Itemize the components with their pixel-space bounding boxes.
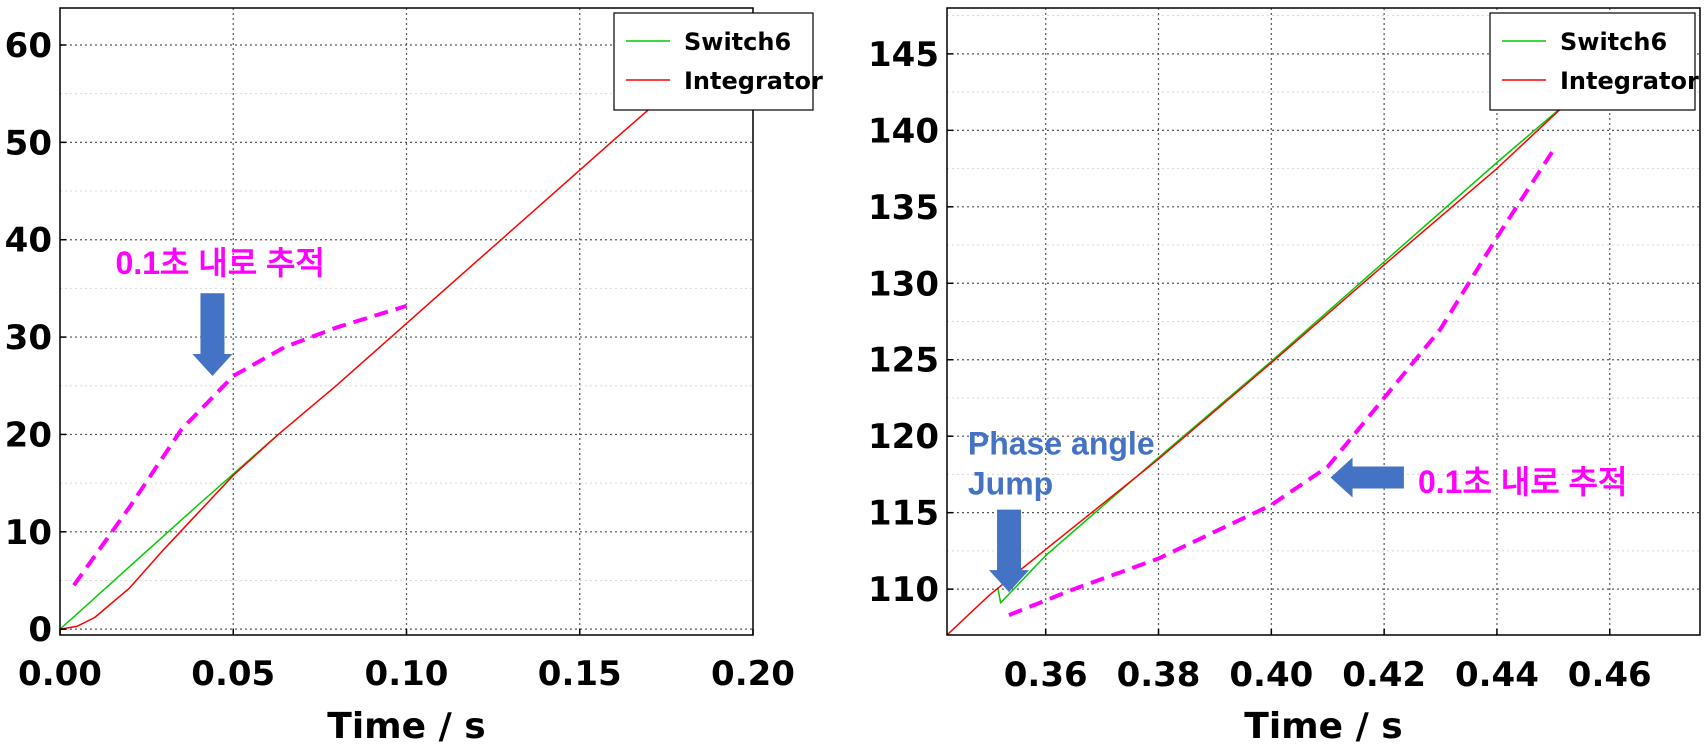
plot-area — [60, 8, 753, 635]
legend: Switch6 Integrator — [613, 12, 823, 111]
arrow-left-icon — [1330, 457, 1404, 498]
y-tick-label: 125 — [868, 341, 939, 381]
y-tick-label: 115 — [868, 494, 939, 534]
legend-box — [1489, 12, 1696, 111]
x-tick-label: 0.05 — [191, 654, 275, 694]
x-tick-label: 0.20 — [711, 654, 795, 694]
y-tick-label: 30 — [5, 318, 52, 358]
chart-1: 0 10 20 30 40 50 60 0.00 0.05 0.10 0.15 0.20 Time / … — [5, 7, 823, 747]
legend-label: Switch6 — [684, 28, 791, 56]
y-tick-label: 0 — [28, 610, 52, 650]
legend-label: Switch6 — [1560, 28, 1667, 56]
annotation-text: 0.1초 내로 추적 — [115, 245, 324, 281]
y-tick-label: 50 — [5, 123, 52, 163]
y-tick-label: 135 — [868, 188, 939, 228]
x-axis-title: Time / s — [327, 706, 485, 747]
annotation-text: 0.1초 내로 추적 — [1418, 464, 1627, 500]
annotation-text: Jump — [968, 465, 1053, 501]
y-tick-label: 110 — [868, 570, 939, 610]
legend: Switch6 Integrator — [1489, 12, 1699, 111]
annotation-text: Phase angle — [968, 426, 1155, 462]
x-tick-label: 0.10 — [365, 654, 449, 694]
x-tick-label: 0.46 — [1568, 655, 1652, 695]
x-tick-label: 0.42 — [1342, 655, 1426, 695]
y-tick-label: 145 — [868, 35, 939, 75]
y-tick-label: 140 — [868, 111, 939, 151]
legend-box — [613, 12, 814, 111]
x-tick-label: 0.36 — [1004, 655, 1088, 695]
y-tick-label: 60 — [5, 26, 52, 66]
x-tick-label: 0.38 — [1117, 655, 1201, 695]
arrow-down-icon — [989, 509, 1030, 593]
y-tick-label: 10 — [5, 513, 52, 553]
series-switch6 — [997, 99, 1571, 604]
y-tick-label: 120 — [868, 417, 939, 457]
legend-label: Integrator — [1560, 67, 1699, 95]
x-tick-label: 0.44 — [1455, 655, 1539, 695]
x-tick-label: 0.00 — [18, 654, 102, 694]
series-integrator — [60, 17, 753, 630]
x-tick-label: 0.15 — [538, 654, 622, 694]
series-switch6 — [60, 433, 279, 630]
arrow-down-icon — [192, 293, 233, 377]
y-tick-label: 40 — [5, 221, 52, 261]
trend-dashed-curve — [72, 303, 408, 587]
trend-dashed-curve — [1008, 149, 1555, 617]
x-axis-title: Time / s — [1244, 706, 1402, 747]
y-tick-label: 20 — [5, 415, 52, 455]
plot-frame — [946, 7, 1701, 636]
x-tick-label: 0.40 — [1229, 655, 1313, 695]
chart-2: 110 115 120 125 130 135 140 145 0.36 0.38 0.40 0.42… — [868, 7, 1701, 747]
series-integrator — [947, 99, 1571, 635]
legend-label: Integrator — [684, 67, 823, 95]
y-tick-label: 130 — [868, 264, 939, 304]
